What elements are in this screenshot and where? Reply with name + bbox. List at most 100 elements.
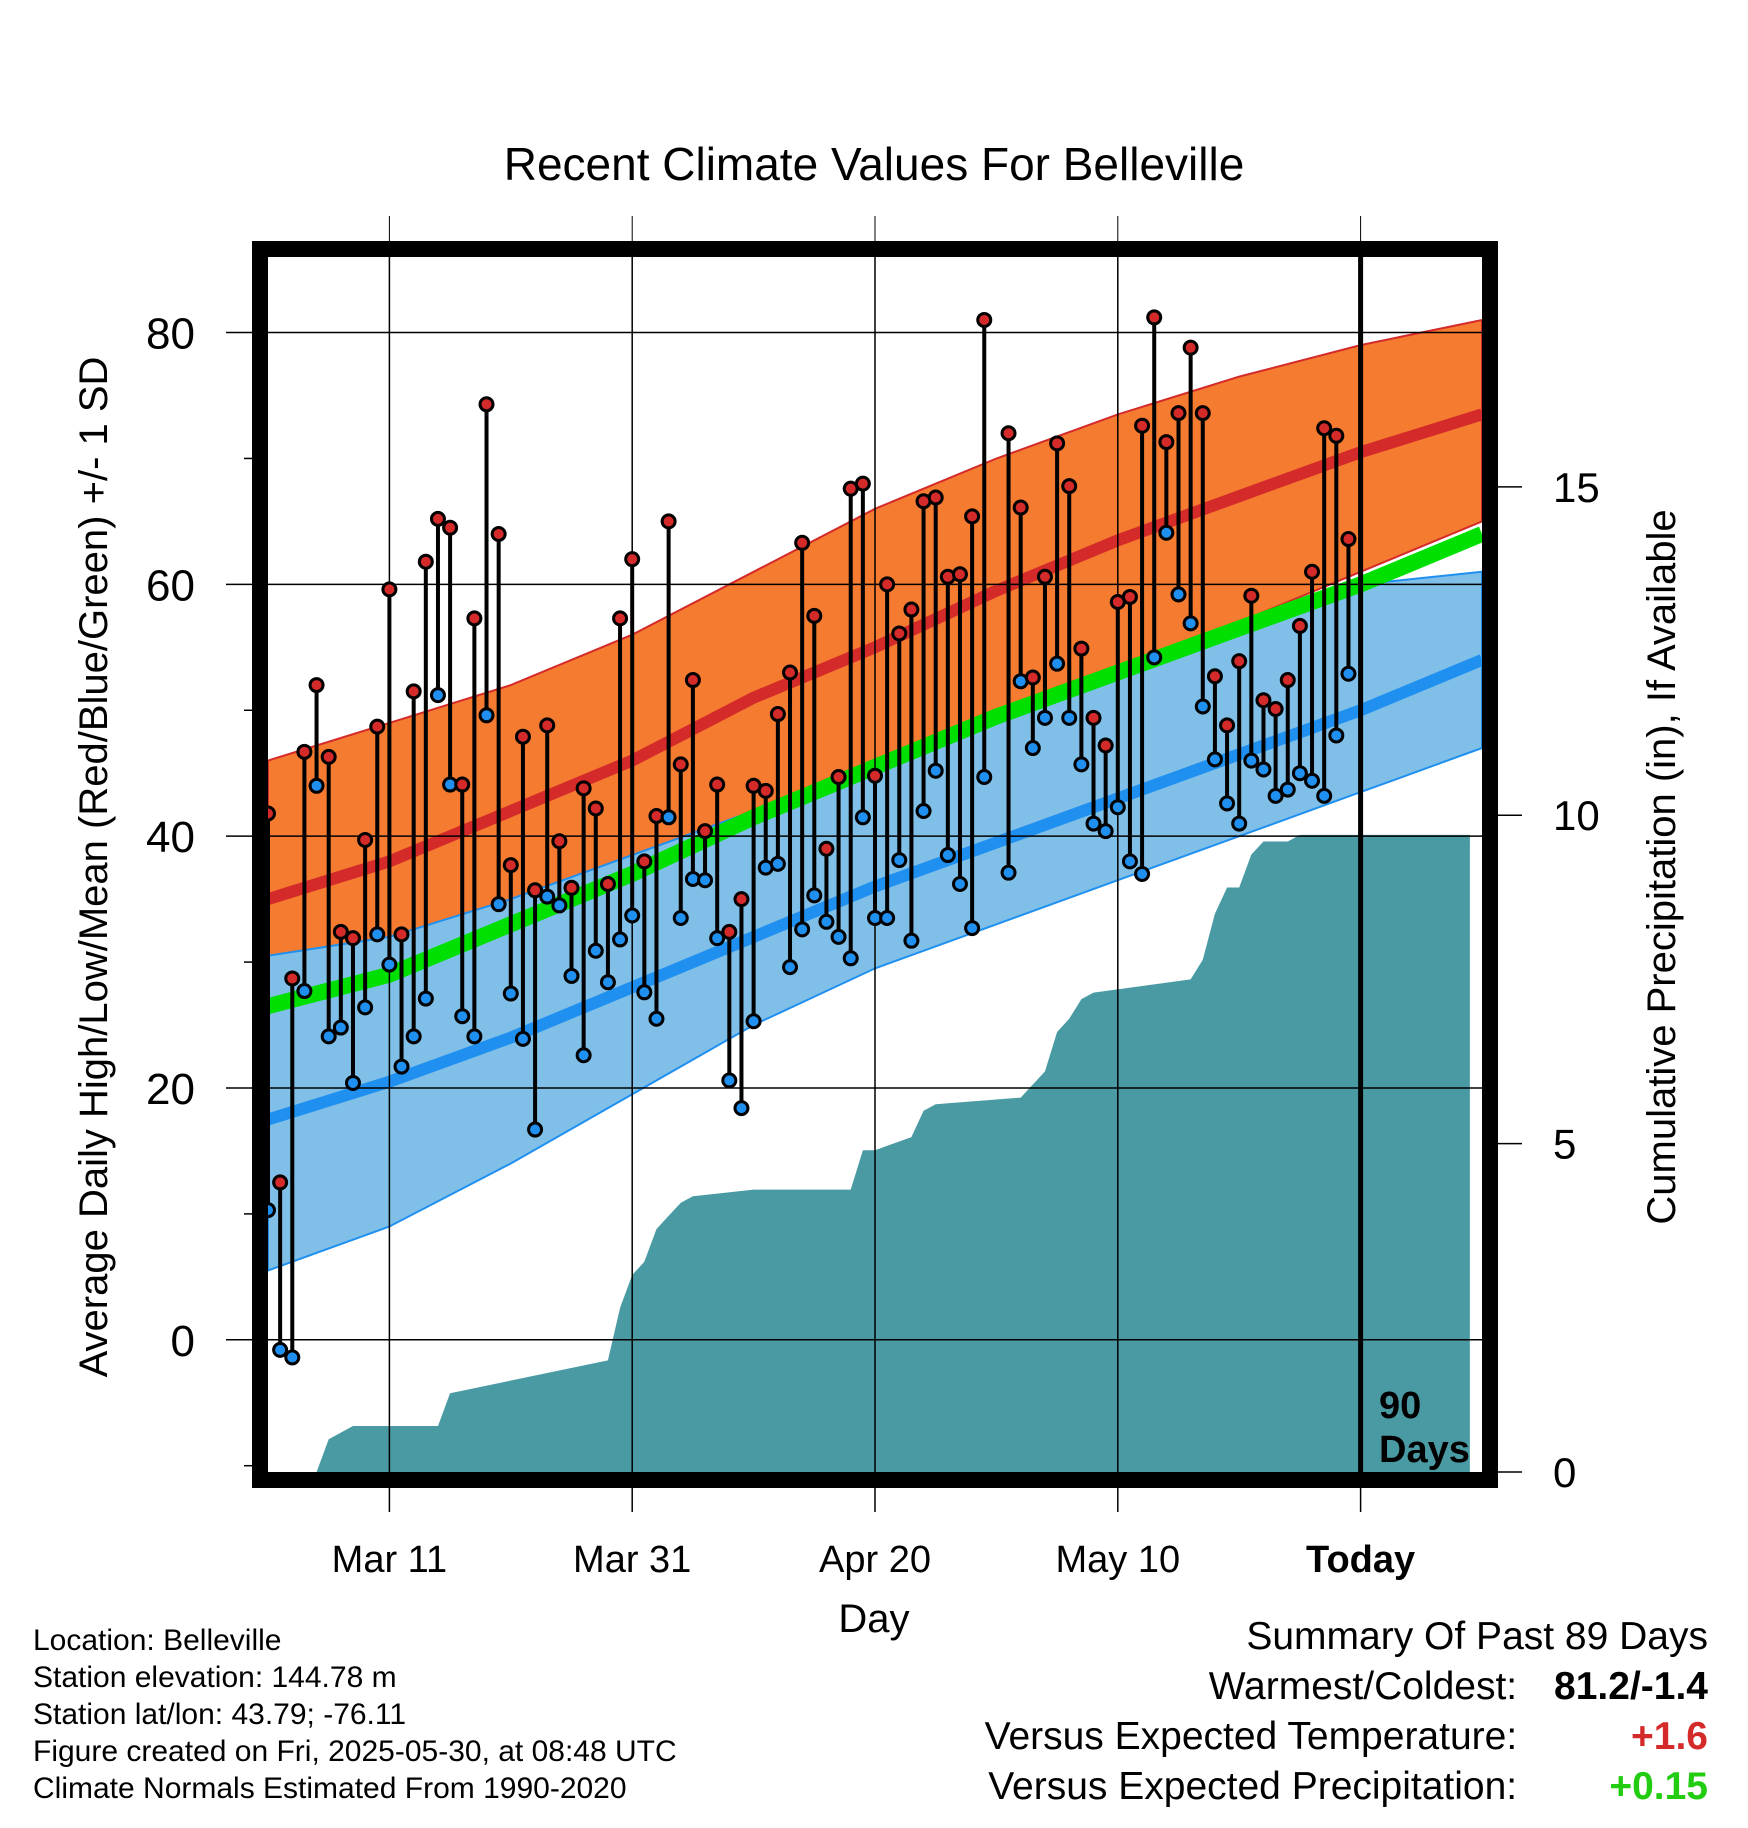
daily-low-point [514, 1030, 531, 1047]
daily-low-point [563, 967, 580, 984]
daily-high-point [417, 553, 434, 570]
daily-high-point [442, 519, 459, 536]
temp-value: +1.6 [1631, 1715, 1708, 1758]
daily-high-point [369, 718, 386, 735]
y-tick-label: 40 [146, 813, 195, 862]
daily-high-point [1097, 737, 1114, 754]
daily-low-point [951, 876, 968, 893]
daily-low-point [417, 990, 434, 1007]
y-tick-label: 20 [146, 1065, 195, 1114]
daily-high-point [806, 607, 823, 624]
daily-low-point [672, 910, 689, 927]
daily-high-point [539, 717, 556, 734]
daily-low-point [405, 1028, 422, 1045]
warm-cold-value: 81.2/-1.4 [1554, 1665, 1708, 1708]
daily-high-point [308, 677, 325, 694]
daily-high-point [478, 396, 495, 413]
daily-high-point [551, 833, 568, 850]
daily-low-point [915, 802, 932, 819]
daily-high-point [782, 664, 799, 681]
daily-high-point [1206, 668, 1223, 685]
daily-high-point [1304, 563, 1321, 580]
daily-low-point [539, 888, 556, 905]
daily-low-point [357, 999, 374, 1016]
daily-high-point [612, 610, 629, 627]
info-created: Figure created on Fri, 2025-05-30, at 08… [33, 1735, 677, 1768]
daily-high-point [1219, 717, 1236, 734]
daily-high-point [1121, 588, 1138, 605]
daily-low-point [344, 1074, 361, 1091]
plot-area: Mar 11 Mar 31 Apr 20 May 10 Today 0 20 40 60 80 0 5… [146, 216, 1600, 1581]
daily-high-point [1085, 709, 1102, 726]
daily-low-point [1279, 781, 1296, 798]
summary-heading: Summary Of Past 89 Days [1246, 1615, 1708, 1658]
station-info: Location: Belleville Station elevation: … [33, 1622, 677, 1807]
daily-low-point [1036, 709, 1053, 726]
daily-high-point [1316, 420, 1333, 437]
daily-low-point [599, 974, 616, 991]
daily-high-point [867, 767, 883, 784]
x-tick-label: Today [1306, 1539, 1415, 1581]
daily-high-point [951, 566, 968, 583]
daily-low-point [782, 959, 799, 976]
daily-high-point [1291, 617, 1308, 634]
daily-high-point [332, 923, 349, 940]
daily-high-point [284, 970, 301, 987]
daily-low-point [1170, 586, 1187, 603]
daily-high-point [976, 311, 993, 328]
daily-high-point [1243, 587, 1260, 604]
daily-high-point [1231, 653, 1248, 670]
daily-low-point [1328, 727, 1345, 744]
daily-low-point [1097, 823, 1114, 840]
daily-low-point [854, 809, 871, 826]
daily-high-point [1267, 701, 1284, 718]
daily-low-point [268, 1202, 276, 1219]
precip-label: Versus Expected Precipitation: [988, 1765, 1518, 1808]
daily-low-point [502, 985, 519, 1002]
daily-high-point [454, 776, 471, 793]
y2-axis-label: Cumulative Precipitation (in), If Availa… [1640, 509, 1684, 1224]
daily-high-point [1158, 434, 1175, 451]
daily-high-point [1049, 435, 1066, 452]
daily-low-point [1316, 787, 1333, 804]
daily-low-point [527, 1121, 544, 1138]
daily-low-point [806, 887, 823, 904]
daily-low-point [393, 1058, 410, 1075]
daily-high-point [794, 534, 811, 551]
daily-high-point [769, 706, 786, 723]
summary-precip: Versus Expected Precipitation: +0.15 [985, 1762, 1708, 1812]
daily-high-point [757, 782, 774, 799]
daily-low-point [1255, 761, 1272, 778]
daily-high-point [466, 610, 483, 627]
daily-high-point [1061, 478, 1078, 495]
daily-high-point [514, 728, 531, 745]
daily-high-point [1036, 568, 1053, 585]
daily-low-point [1134, 865, 1151, 882]
y2-tick-label: 0 [1553, 1449, 1576, 1496]
daily-high-point [381, 581, 398, 598]
daily-high-point [502, 857, 519, 874]
daily-low-point [308, 777, 325, 794]
daily-high-point [429, 510, 446, 527]
daily-high-point [879, 576, 896, 593]
daily-low-point [733, 1100, 750, 1117]
daily-high-point [927, 489, 944, 506]
y-tick-label: 80 [146, 310, 195, 359]
x-tick-label: May 10 [1055, 1539, 1180, 1581]
daily-high-point [357, 831, 374, 848]
daily-low-point [1158, 524, 1175, 541]
daily-high-point [393, 926, 410, 943]
daily-high-point [599, 876, 616, 893]
y-tick-label: 0 [171, 1317, 195, 1366]
daily-high-point [854, 475, 871, 492]
daily-low-point [1061, 709, 1078, 726]
daily-low-point [429, 687, 446, 704]
daily-high-point [891, 625, 908, 642]
daily-low-point [1024, 740, 1041, 757]
daily-low-point [296, 983, 313, 1000]
daily-low-point [721, 1072, 738, 1089]
plot-inner [268, 257, 1482, 1472]
daily-high-point [709, 776, 726, 793]
today-annotation-days: 90 [1379, 1385, 1421, 1427]
